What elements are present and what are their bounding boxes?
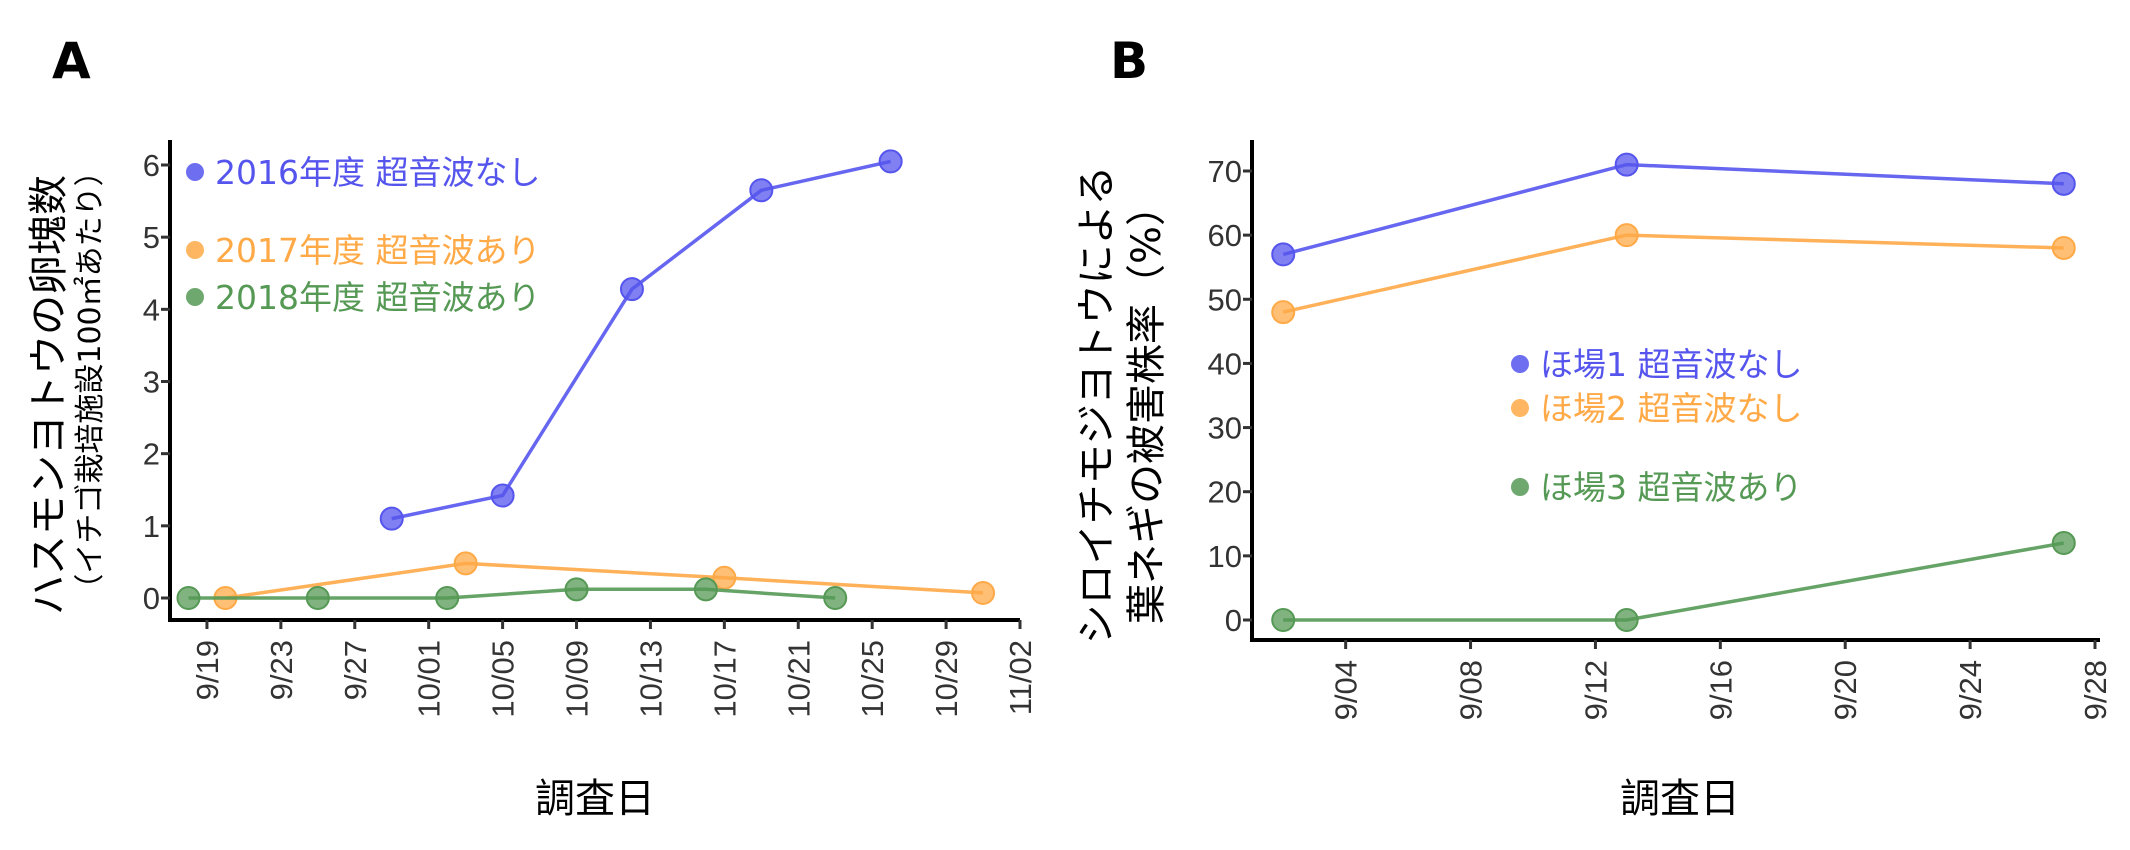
x-tick-label: 9/19 bbox=[190, 640, 225, 700]
legend-label: 2018年度 超音波あり bbox=[215, 278, 540, 317]
data-point bbox=[305, 586, 330, 610]
data-point bbox=[176, 586, 201, 610]
x-tick-label: 9/16 bbox=[1703, 660, 1738, 720]
y-tick-label: 4 bbox=[143, 292, 160, 327]
data-point bbox=[971, 580, 996, 605]
x-tick-label: 9/12 bbox=[1578, 660, 1613, 720]
data-point bbox=[435, 586, 460, 610]
series-line bbox=[1282, 162, 2064, 257]
y-tick-label: 1 bbox=[143, 509, 160, 544]
legend-marker bbox=[1511, 399, 1529, 417]
x-tick-label: 9/23 bbox=[264, 640, 299, 700]
x-tick-label: 10/29 bbox=[929, 640, 964, 718]
data-point bbox=[1614, 223, 1639, 248]
x-tick-label: 10/25 bbox=[855, 640, 890, 718]
panel-a-y-axis-title: ハスモンヨトウの卵塊数 bbox=[26, 175, 72, 615]
data-point bbox=[2051, 235, 2076, 260]
legend-label: ほ場2 超音波なし bbox=[1540, 389, 1803, 428]
data-point bbox=[490, 483, 515, 508]
y-tick-label: 10 bbox=[1208, 539, 1242, 574]
x-tick-label: 9/04 bbox=[1329, 660, 1364, 720]
x-tick-label: 10/17 bbox=[707, 640, 742, 718]
panel-b-y-axis-title: シロイチモジヨトウによる bbox=[1074, 166, 1120, 645]
series-line bbox=[188, 587, 836, 600]
y-tick-label: 50 bbox=[1208, 282, 1242, 317]
x-tick-label: 10/13 bbox=[633, 640, 668, 718]
x-tick-label: 9/20 bbox=[1828, 660, 1863, 720]
y-tick-label: 70 bbox=[1208, 154, 1242, 189]
x-tick-label: 10/01 bbox=[412, 640, 447, 718]
y-tick-label: 0 bbox=[1225, 603, 1242, 638]
data-point bbox=[693, 577, 718, 602]
series-line bbox=[1282, 233, 2064, 314]
data-point bbox=[1271, 300, 1296, 325]
data-point bbox=[878, 149, 903, 174]
y-tick-label: 5 bbox=[143, 220, 160, 255]
x-tick-label: 9/28 bbox=[2078, 660, 2113, 720]
x-tick-label: 9/08 bbox=[1454, 660, 1489, 720]
data-point bbox=[1614, 608, 1639, 632]
legend-label: ほ場3 超音波あり bbox=[1540, 468, 1803, 507]
y-tick-label: 40 bbox=[1208, 346, 1242, 381]
panel-b-label: B bbox=[1110, 32, 1148, 90]
x-tick-label: 9/24 bbox=[1953, 660, 1988, 720]
data-point bbox=[619, 277, 644, 302]
data-point bbox=[453, 551, 478, 576]
y-tick-label: 20 bbox=[1208, 475, 1242, 510]
legend-label: ほ場1 超音波なし bbox=[1540, 345, 1803, 384]
data-point bbox=[2051, 531, 2076, 556]
series-line bbox=[225, 561, 984, 600]
panel-b-x-axis-title: 調査日 bbox=[1620, 776, 1740, 822]
panel-a-label: A bbox=[52, 32, 91, 90]
legend-marker bbox=[1511, 478, 1529, 496]
panel-b-ticks: 0 10 20 30 40 50 60 70 9/04 9/08 9/12 9/16 9/20 9/24 9… bbox=[1208, 154, 2113, 720]
panel-a-marks bbox=[176, 149, 996, 610]
panel-a-ticks: 0 1 2 3 4 5 6 9/19 9/23 9/27 10/01 10/05 10/09 10/13 1… bbox=[143, 148, 1038, 718]
data-point bbox=[749, 178, 774, 203]
data-point bbox=[379, 506, 404, 531]
panel-b-y-axis-subtitle: 葉ネギの被害株率（%） bbox=[1124, 186, 1170, 624]
y-tick-label: 6 bbox=[143, 148, 160, 183]
data-point bbox=[1271, 242, 1296, 267]
series-line bbox=[391, 159, 892, 521]
data-point bbox=[1271, 608, 1296, 632]
x-tick-label: 10/09 bbox=[560, 640, 595, 718]
x-tick-label: 10/21 bbox=[781, 640, 816, 718]
panel-a-y-axis-subtitle: （イチゴ栽培施設100㎡あたり） bbox=[73, 156, 108, 603]
panel-b: B 0 10 20 30 40 50 60 70 9/04 9/08 9/12 9/16 9/20 9/2… bbox=[1074, 32, 2113, 822]
data-point bbox=[564, 577, 589, 602]
legend-marker bbox=[186, 163, 204, 181]
legend-marker bbox=[1511, 355, 1529, 373]
legend-marker bbox=[186, 288, 204, 306]
data-point bbox=[2051, 171, 2076, 196]
y-tick-label: 2 bbox=[143, 437, 160, 472]
y-tick-label: 3 bbox=[143, 365, 160, 400]
panel-a-x-axis-title: 調査日 bbox=[535, 776, 655, 822]
data-point bbox=[1614, 152, 1639, 177]
legend-marker bbox=[186, 241, 204, 259]
panel-a-legend: 2016年度 超音波なし 2017年度 超音波あり 2018年度 超音波あり bbox=[186, 153, 540, 317]
legend-label: 2016年度 超音波なし bbox=[215, 153, 540, 192]
y-tick-label: 30 bbox=[1208, 411, 1242, 446]
x-tick-label: 11/02 bbox=[1003, 640, 1038, 715]
y-tick-label: 60 bbox=[1208, 218, 1242, 253]
x-tick-label: 10/05 bbox=[486, 640, 521, 718]
y-tick-label: 0 bbox=[143, 581, 160, 616]
data-point bbox=[823, 586, 848, 610]
panel-a: A 0 1 2 3 4 5 6 9/19 9/23 9/27 10/01 10/05 10/09 10/1… bbox=[26, 32, 1038, 822]
legend-label: 2017年度 超音波あり bbox=[215, 231, 540, 270]
x-tick-label: 9/27 bbox=[338, 640, 373, 700]
series-line bbox=[1283, 541, 2065, 622]
panel-b-marks bbox=[1271, 152, 2076, 632]
